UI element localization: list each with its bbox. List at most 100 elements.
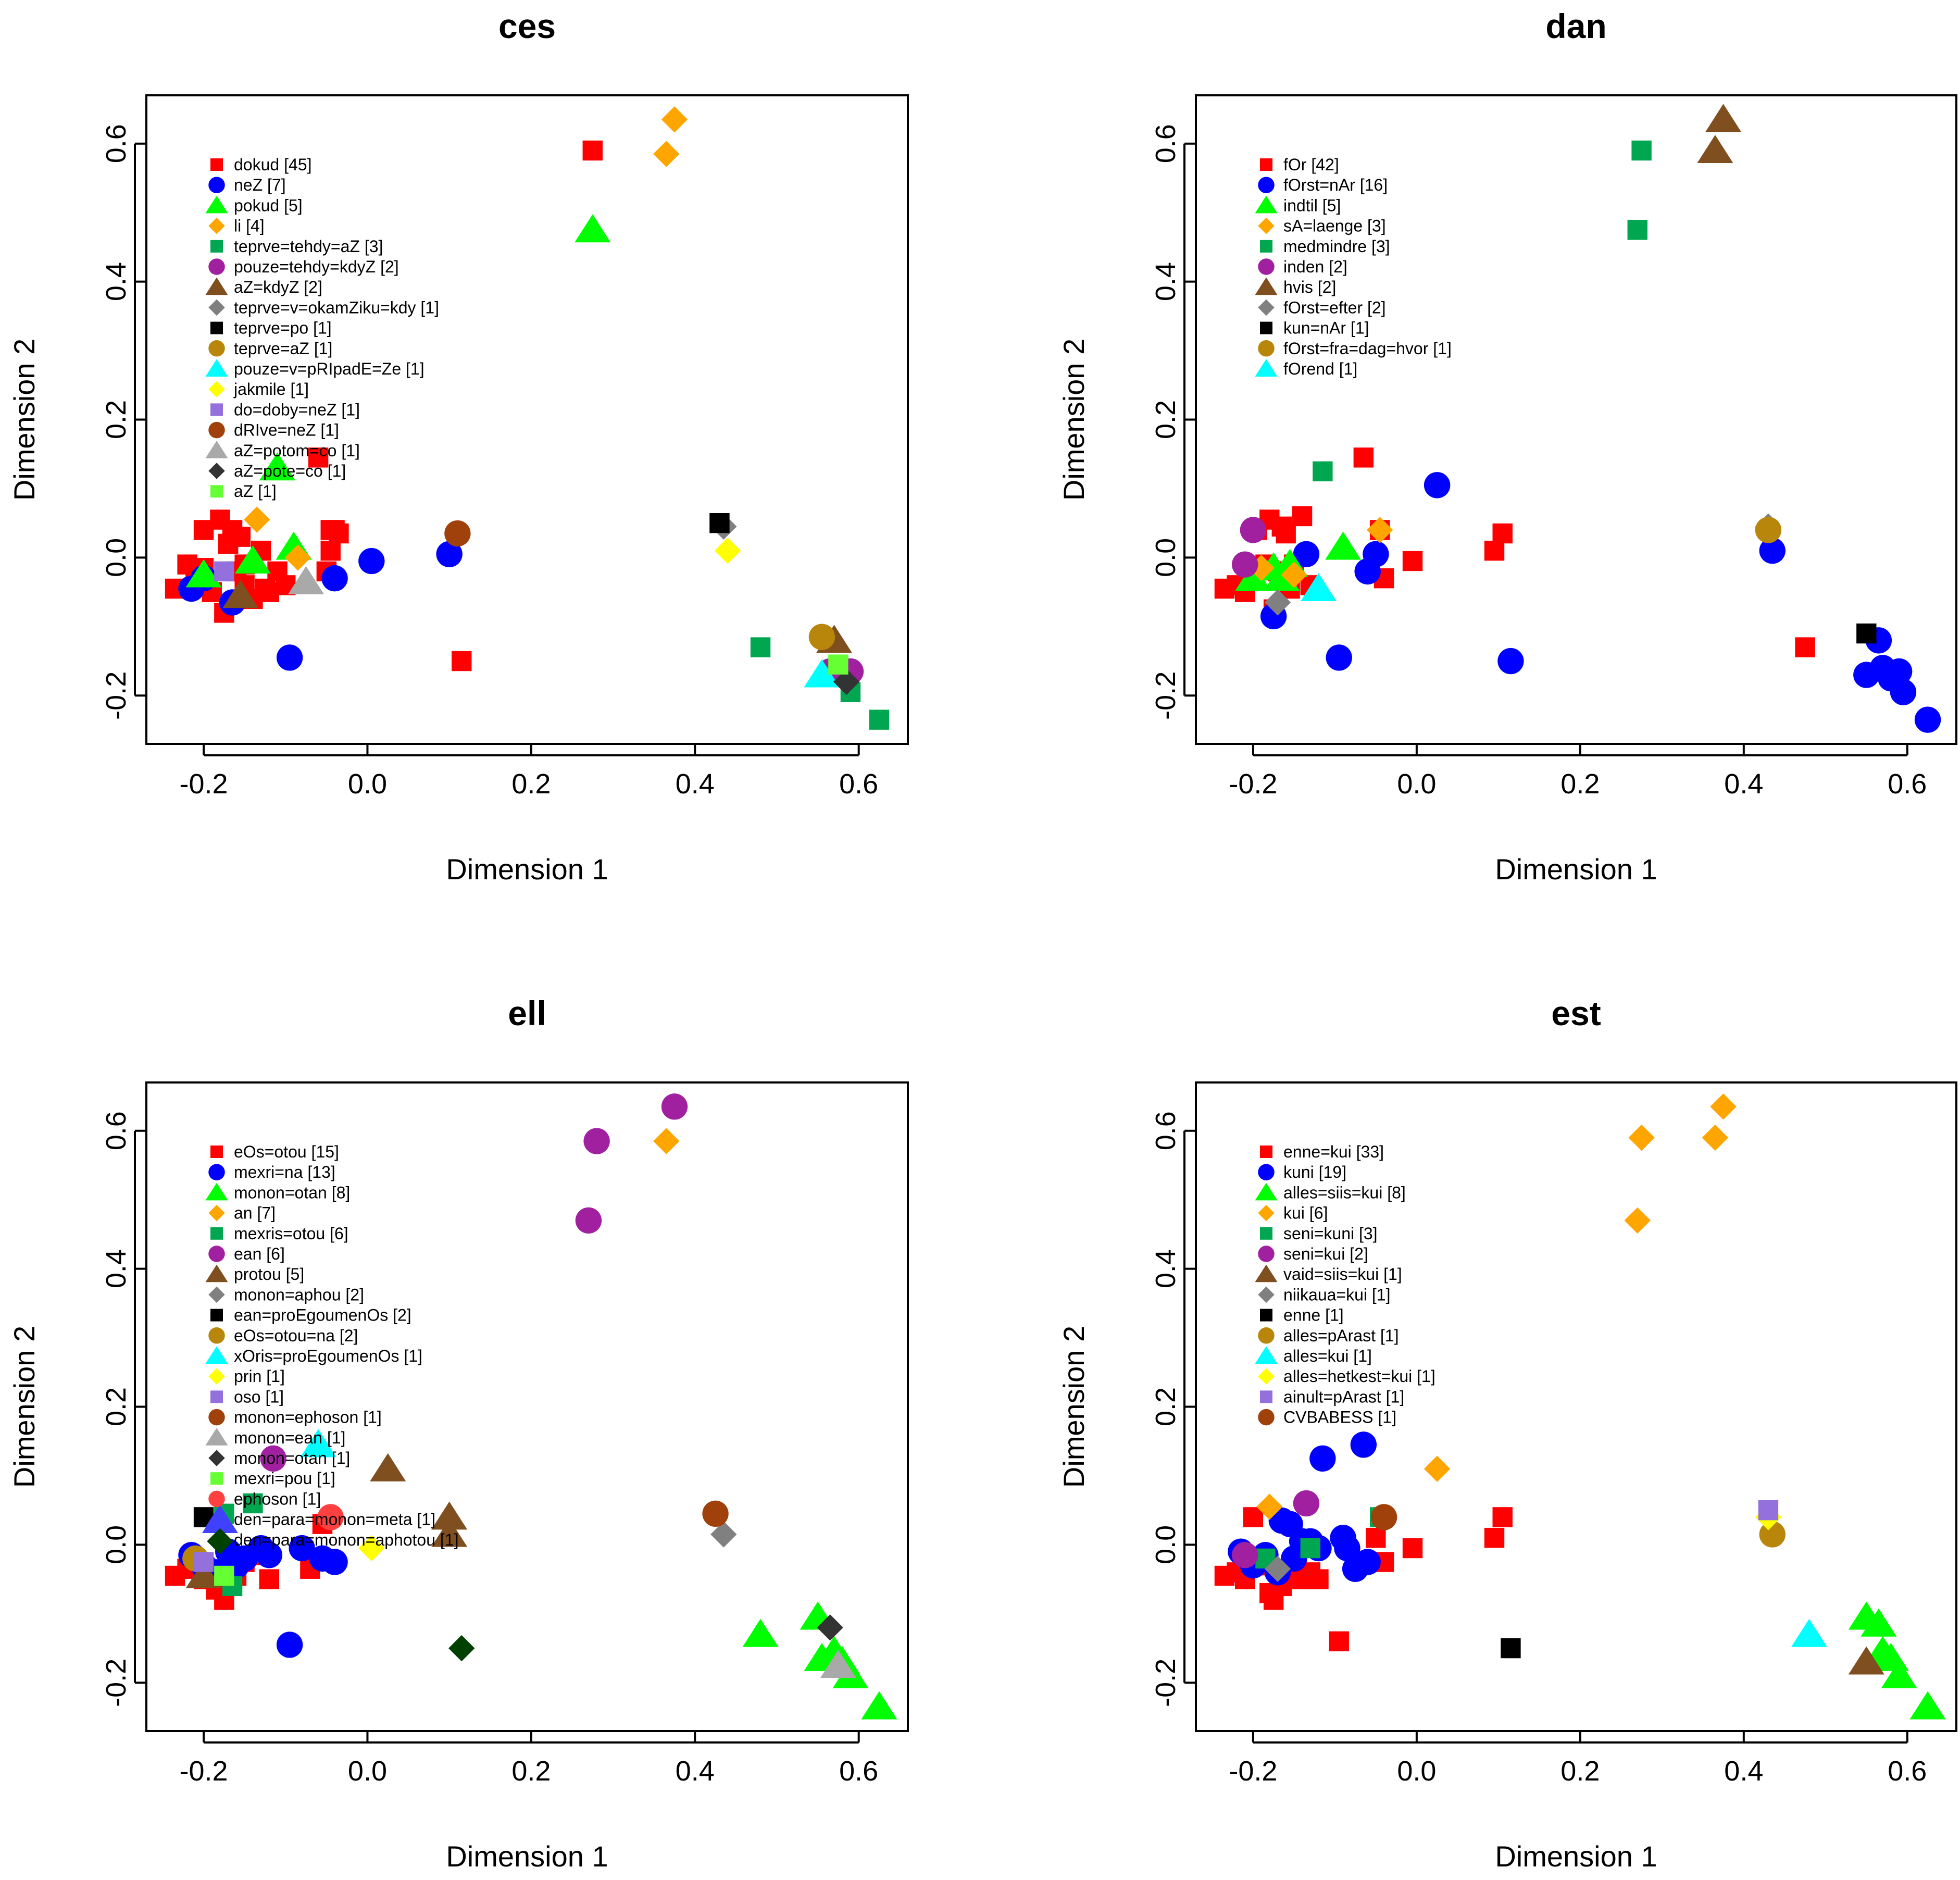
data-point-lightred-circle	[317, 1504, 344, 1530]
legend-marker-green	[205, 195, 228, 214]
legend-entry-label: eOs=otou [15]	[234, 1142, 339, 1161]
chart-panel-est: est -0.2 0.0 0.2 0.4 0.6 -0.2 0.0 0.2 0.4 0.6 Dimen…	[1057, 994, 1957, 1873]
legend-entry-label: teprve=aZ [1]	[234, 339, 332, 358]
legend-marker-blue	[1258, 177, 1275, 193]
legend: eOs=otou [15] mexri=na [13] monon=otan [8]…	[205, 1142, 458, 1549]
data-point-blue-circle	[436, 541, 463, 567]
data-point-rust-circle	[444, 520, 471, 547]
data-point-black-square	[709, 513, 730, 533]
data-point-rust-circle	[1370, 1504, 1397, 1530]
y-tick-label: 0.4	[101, 1249, 132, 1288]
legend-marker-blue	[208, 177, 225, 193]
legend: enne=kui [33] kuni [19] alles=siis=kui [8]…	[1255, 1142, 1435, 1427]
data-point-gray-diamond	[1264, 1555, 1291, 1582]
legend-marker-red	[210, 1146, 223, 1158]
data-point-orange-diamond	[653, 1128, 680, 1154]
chart-panel-ces: ces -0.2 0.0 0.2 0.4 0.6 -0.2 0.0 0.2 0.4 0.6 Dimen…	[8, 7, 909, 886]
data-point-green-triangle	[185, 559, 222, 588]
data-point-black-square	[1501, 1638, 1521, 1659]
legend-entry-label: jakmile [1]	[233, 380, 309, 399]
data-point-charcoal-diamond	[817, 1614, 843, 1641]
data-point-charcoal-diamond	[833, 668, 860, 695]
data-point-red-square	[259, 1569, 280, 1589]
legend-entry-label: pouze=tehdy=kdyZ [2]	[234, 257, 399, 276]
data-point-brown-triangle	[222, 580, 259, 608]
legend-entry-label: fOrst=fra=dag=hvor [1]	[1283, 339, 1452, 358]
data-point-red-square	[1492, 1507, 1513, 1527]
data-point-blue-circle	[276, 1632, 303, 1658]
x-tick-label: 0.4	[1724, 768, 1763, 800]
x-tick-label: 0.0	[348, 768, 387, 800]
legend-marker-orange	[208, 1204, 225, 1222]
chart-title: est	[1551, 994, 1601, 1032]
y-tick-label: -0.2	[1150, 671, 1181, 720]
y-tick-label: 0.0	[101, 1525, 132, 1564]
legend-entry-label: do=doby=neZ [1]	[234, 400, 360, 419]
data-point-blue-circle	[1759, 537, 1786, 564]
legend-marker-red	[1260, 1146, 1272, 1158]
legend-marker-lightred	[208, 1490, 225, 1508]
data-point-cyan-triangle	[300, 1429, 336, 1458]
y-tick-label: -0.2	[1150, 1659, 1181, 1707]
legend-entry-label: monon=ephoson [1]	[234, 1408, 382, 1427]
data-point-blue-circle	[1350, 1431, 1377, 1458]
legend-marker-violet	[210, 1390, 223, 1403]
legend-marker-yellow	[1258, 1368, 1275, 1385]
legend-entry-label: kui [6]	[1283, 1204, 1328, 1223]
y-tick-label: 0.4	[1150, 1249, 1181, 1288]
y-tick-label: 0.0	[1150, 1525, 1181, 1564]
legend-entry-label: monon=ean [1]	[234, 1428, 345, 1447]
legend-entry-label: niikaua=kui [1]	[1283, 1285, 1390, 1304]
legend-marker-cyan	[1255, 1346, 1278, 1364]
legend-entry-label: medmindre [3]	[1283, 237, 1390, 256]
legend-entry-label: hvis [2]	[1283, 278, 1336, 296]
legend-marker-gray	[208, 299, 225, 316]
data-point-blue-circle	[1363, 541, 1389, 567]
legend-entry-label: aZ [1]	[234, 482, 277, 501]
legend-entry-label: monon=otan [8]	[234, 1183, 350, 1202]
legend-entry-label: fOrend [1]	[1283, 359, 1357, 378]
data-point-blue-circle	[1293, 541, 1320, 567]
data-point-red-square	[230, 527, 251, 547]
x-axis-label: Dimension 1	[1495, 853, 1657, 886]
data-point-blue-circle	[1309, 1445, 1336, 1472]
x-tick-label: 0.6	[839, 1756, 878, 1787]
legend-marker-rust	[1258, 1409, 1275, 1426]
data-point-forest-diamond	[448, 1635, 475, 1662]
data-point-blue-circle	[256, 1542, 283, 1568]
data-point-cyan-triangle	[1791, 1618, 1827, 1647]
data-point-gold-circle	[1759, 1521, 1786, 1548]
legend: fOr [42] fOrst=nAr [16] indtil [5] sA=laeng…	[1255, 155, 1452, 378]
data-point-red-square	[1492, 523, 1513, 544]
legend-marker-forest	[208, 1532, 225, 1548]
legend-marker-green	[1255, 195, 1278, 214]
data-point-blue-circle	[1497, 648, 1524, 675]
y-axis-label: Dimension 2	[1057, 339, 1090, 501]
data-point-purple-circle	[661, 1093, 688, 1120]
legend-entry-label: teprve=tehdy=aZ [3]	[234, 237, 383, 256]
y-tick-label: 0.6	[1150, 1111, 1181, 1150]
legend-entry-label: mexri=na [13]	[234, 1163, 335, 1181]
data-point-green-triangle	[1861, 1608, 1897, 1637]
data-point-darkgray-triangle	[288, 566, 324, 594]
y-tick-label: 0.2	[101, 1387, 132, 1426]
legend-marker-green	[205, 1182, 228, 1201]
legend-marker-gold	[1258, 340, 1275, 357]
data-point-darkgreen-square	[243, 1493, 263, 1514]
legend-entry-label: ephoson [1]	[234, 1489, 321, 1508]
x-tick-label: 0.2	[511, 768, 551, 800]
data-point-yellow-diamond	[358, 1535, 385, 1562]
data-point-blue-circle	[321, 1549, 348, 1575]
legend-entry-label: enne [1]	[1283, 1306, 1344, 1325]
legend-marker-orange	[1258, 217, 1275, 234]
legend-marker-darkgreen	[210, 240, 223, 253]
data-point-yellow-diamond	[714, 537, 741, 564]
x-tick-label: 0.6	[839, 768, 878, 800]
data-point-brown-triangle	[431, 1501, 468, 1530]
data-point-purple-circle	[1240, 517, 1267, 543]
legend-marker-darkgreen	[210, 1227, 223, 1240]
legend-entry-label: fOr [42]	[1283, 155, 1339, 174]
legend: dokud [45] neZ [7] pokud [5] li [4] teprve=t…	[205, 155, 439, 501]
legend-marker-black	[210, 1309, 223, 1322]
